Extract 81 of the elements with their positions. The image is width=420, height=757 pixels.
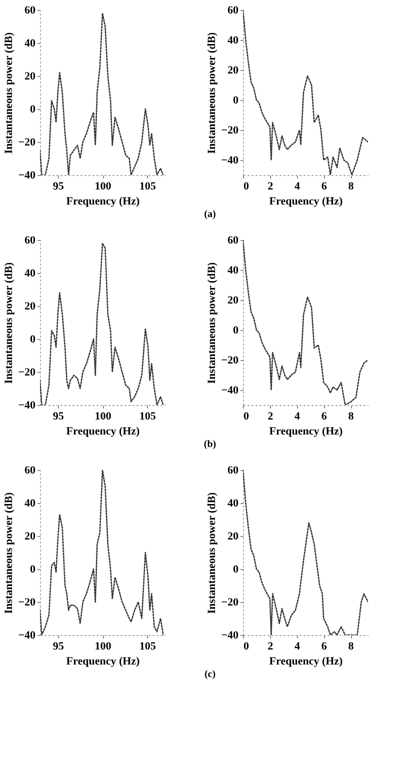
y-tick-label: 20	[24, 70, 36, 82]
x-axis-title: Frequency (Hz)	[269, 426, 344, 438]
x-tick-label: 95	[52, 180, 64, 192]
x-tick-label: 95	[52, 410, 64, 422]
x-tick-label: 105	[139, 640, 156, 652]
y-axis-title: Instantaneous power (dB)	[3, 32, 16, 154]
x-axis-title: Frequency (Hz)	[66, 196, 140, 208]
y-tick-label: 20	[228, 294, 239, 306]
line-series	[40, 242, 164, 405]
x-tick-label: 105	[139, 180, 156, 192]
x-tick-label: 100	[94, 180, 112, 192]
y-tick-label: 0	[233, 94, 239, 106]
y-tick-label: −40	[221, 384, 239, 396]
y-tick-label: 0	[233, 564, 239, 576]
y-tick-label: 20	[24, 300, 36, 312]
x-tick-label: 2	[268, 640, 274, 652]
y-tick-label: 20	[228, 530, 239, 542]
y-tick-label: 40	[228, 34, 239, 46]
x-tick-label: 105	[139, 410, 156, 422]
x-tick-label: 2	[268, 180, 274, 192]
y-tick-label: 60	[228, 234, 239, 246]
x-tick-label: 4	[294, 640, 301, 652]
x-tick-label: 0	[244, 640, 250, 652]
y-axis-title: Instantaneous power (dB)	[206, 492, 218, 614]
y-tick-label: −20	[18, 136, 36, 148]
x-tick-label: 4	[294, 410, 301, 422]
y-tick-label: −20	[18, 366, 36, 378]
x-tick-label: 8	[348, 640, 354, 652]
y-tick-label: 60	[24, 464, 36, 476]
line-series	[243, 470, 368, 635]
y-axis-title: Instantaneous power (dB)	[206, 262, 218, 384]
x-tick-label: 100	[94, 410, 112, 422]
x-tick-label: 8	[348, 410, 354, 422]
y-tick-label: 20	[24, 530, 36, 542]
y-axis-title: Instantaneous power (dB)	[3, 262, 16, 384]
line-series	[40, 12, 164, 175]
y-tick-label: −40	[18, 630, 36, 642]
x-tick-label: 4	[294, 180, 301, 192]
y-tick-label: 40	[24, 38, 36, 50]
y-tick-label: −20	[221, 124, 239, 136]
x-tick-label: 6	[321, 640, 328, 652]
x-tick-label: 100	[94, 640, 112, 652]
line-series	[40, 470, 164, 635]
x-tick-label: 0	[244, 410, 250, 422]
line-series	[243, 240, 368, 405]
y-tick-label: 20	[228, 64, 239, 76]
y-axis-title: Instantaneous power (dB)	[3, 492, 16, 614]
y-tick-label: 60	[228, 464, 239, 476]
x-axis-title: Frequency (Hz)	[269, 656, 344, 668]
y-tick-label: 40	[24, 498, 36, 510]
line-series	[243, 10, 368, 175]
x-tick-label: 6	[321, 410, 328, 422]
x-axis-title: Frequency (Hz)	[66, 426, 140, 438]
y-tick-label: −40	[18, 400, 36, 412]
y-tick-label: −20	[18, 596, 36, 608]
y-tick-label: 0	[233, 324, 239, 336]
x-tick-label: 0	[244, 180, 250, 192]
y-tick-label: −20	[221, 354, 239, 366]
y-tick-label: 40	[228, 264, 239, 276]
y-tick-label: 0	[30, 104, 36, 116]
x-tick-label: 8	[348, 180, 354, 192]
x-tick-label: 6	[321, 180, 328, 192]
y-tick-label: −40	[221, 630, 239, 642]
y-tick-label: −40	[18, 170, 36, 182]
y-tick-label: −20	[221, 596, 239, 608]
text: (c)	[204, 669, 216, 680]
y-tick-label: 60	[228, 4, 239, 16]
text: (b)	[204, 439, 216, 450]
x-tick-label: 95	[52, 640, 64, 652]
x-axis-title: Frequency (Hz)	[269, 196, 344, 208]
y-tick-label: −40	[221, 154, 239, 166]
y-axis-title: Instantaneous power (dB)	[206, 32, 218, 154]
x-tick-label: 2	[268, 410, 274, 422]
y-tick-label: 60	[24, 234, 36, 246]
y-tick-label: 60	[24, 4, 36, 16]
y-tick-label: 0	[30, 564, 36, 576]
y-tick-label: 0	[30, 334, 36, 346]
y-tick-label: 40	[228, 498, 239, 510]
y-tick-label: 40	[24, 268, 36, 280]
x-axis-title: Frequency (Hz)	[66, 656, 140, 668]
text: (a)	[204, 209, 216, 220]
